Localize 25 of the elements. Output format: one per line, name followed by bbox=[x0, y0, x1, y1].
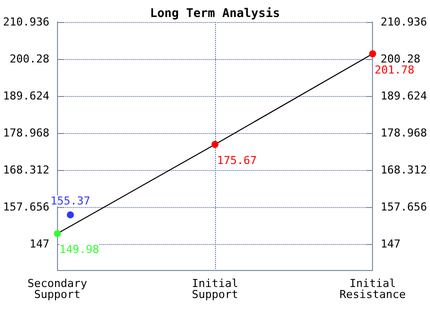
y2-tick-label: 157.656 bbox=[380, 200, 427, 214]
data-label: 175.67 bbox=[217, 154, 257, 167]
y2-tick-label: 210.936 bbox=[380, 16, 427, 28]
point bbox=[369, 50, 376, 58]
data-label: 201.78 bbox=[374, 63, 414, 76]
y2-tick-label: 200.28 bbox=[380, 52, 420, 66]
y-tick-label: 189.624 bbox=[3, 89, 50, 102]
y2-tick-label: 147 bbox=[380, 237, 401, 250]
y2-tick-label: 178.968 bbox=[380, 126, 427, 140]
y-tick-label: 157.656 bbox=[3, 200, 50, 214]
data-label: 149.98 bbox=[59, 243, 100, 256]
point bbox=[54, 230, 61, 238]
data-label: 155.37 bbox=[50, 194, 90, 208]
y-tick-label: 210.936 bbox=[3, 16, 50, 28]
y-tick-label: 200.28 bbox=[10, 52, 50, 66]
x-tick-label: Initial Support bbox=[192, 277, 238, 301]
y-tick-label: 147 bbox=[29, 237, 50, 250]
y2-tick-label: 168.312 bbox=[380, 163, 427, 176]
y2-tick-label: 189.624 bbox=[380, 89, 428, 102]
x-tick-label: Initial Resistance bbox=[340, 277, 406, 301]
point bbox=[212, 140, 218, 148]
x-tick-label: Secondary Support bbox=[28, 277, 88, 301]
chart-title: Long Term Analysis bbox=[150, 6, 280, 20]
y-tick-label: 168.312 bbox=[3, 163, 50, 176]
y-tick-label: 178.968 bbox=[3, 126, 50, 140]
